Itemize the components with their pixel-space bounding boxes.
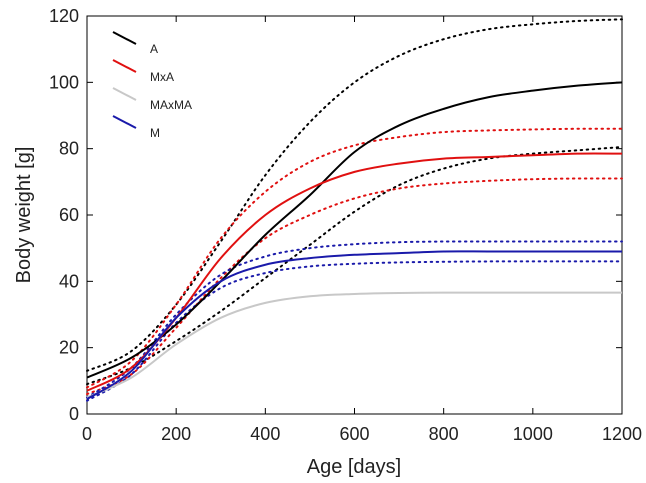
series-m-line <box>86 250 622 400</box>
legend: A MxA MAxMA M <box>112 31 192 140</box>
y-axis-ticks: 0 20 40 60 80 100 120 <box>49 6 622 424</box>
legend-swatch-mxa <box>112 59 137 73</box>
legend-swatch-maxma <box>112 87 137 101</box>
legend-swatch-m <box>112 115 137 129</box>
y-axis-label: Body weight [g] <box>13 147 35 284</box>
x-axis-label: Age [days] <box>307 456 402 478</box>
legend-label-m: M <box>150 126 160 140</box>
x-tick-label: 0 <box>82 424 92 444</box>
series-m-band-upper <box>86 240 623 399</box>
y-tick-label: 80 <box>59 139 79 159</box>
series-mxa-band-upper <box>86 127 623 389</box>
x-tick-label: 1200 <box>602 424 642 444</box>
series-mxa-band-lower <box>86 177 623 396</box>
legend-swatch-a <box>112 31 137 45</box>
y-tick-label: 100 <box>49 72 79 92</box>
y-tick-label: 60 <box>59 205 79 225</box>
series-a-line <box>86 81 623 379</box>
series-m-band-lower <box>86 260 623 402</box>
legend-label-a: A <box>150 42 158 56</box>
y-tick-label: 20 <box>59 338 79 358</box>
series-a-band-lower <box>86 146 623 386</box>
y-tick-label: 120 <box>49 6 79 26</box>
x-tick-label: 400 <box>250 424 280 444</box>
x-axis-ticks: 0 200 400 600 800 1000 1200 <box>82 16 642 444</box>
x-tick-label: 800 <box>429 424 459 444</box>
series-lines <box>86 81 623 400</box>
x-tick-label: 1000 <box>513 424 553 444</box>
series-maxma-line <box>86 291 622 399</box>
confidence-bands <box>86 18 623 402</box>
y-tick-label: 40 <box>59 271 79 291</box>
x-tick-label: 200 <box>161 424 191 444</box>
x-tick-label: 600 <box>339 424 369 444</box>
legend-label-mxa: MxA <box>150 70 174 84</box>
legend-label-maxma: MAxMA <box>150 98 192 112</box>
series-a-band-upper <box>86 18 623 372</box>
y-tick-label: 0 <box>69 404 79 424</box>
series-mxa-line <box>86 152 623 392</box>
